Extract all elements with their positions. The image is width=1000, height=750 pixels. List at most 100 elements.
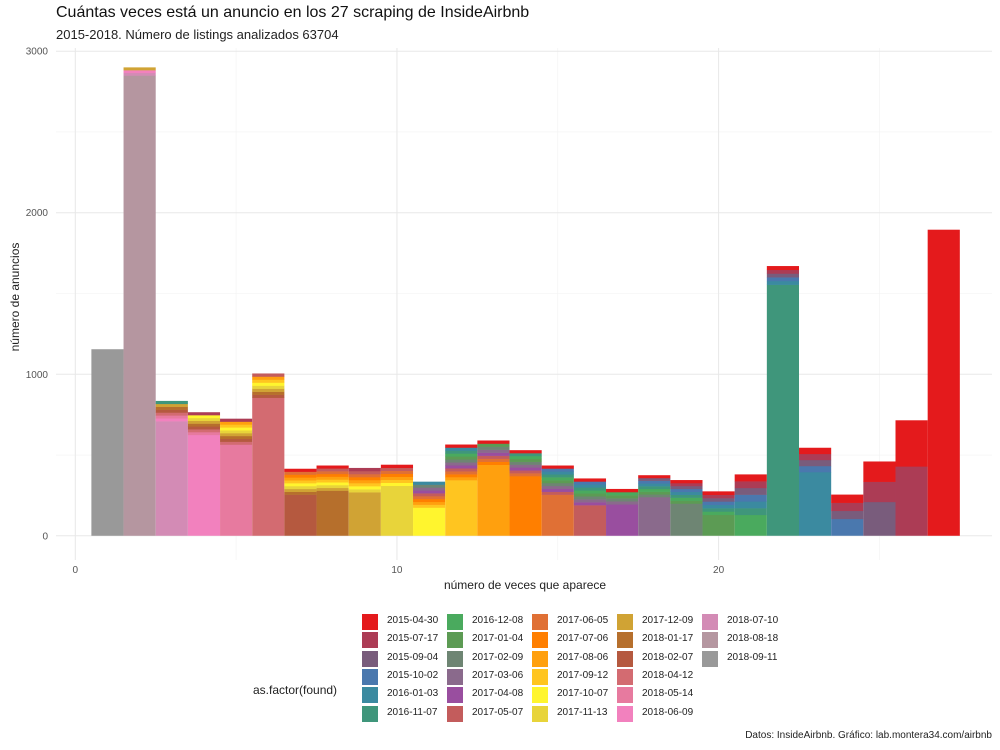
bar-segment: [348, 470, 381, 475]
bar-bin-23: [799, 447, 832, 536]
bar-segment: [831, 510, 864, 520]
bar-segment: [155, 415, 188, 419]
bar-segment-base: [252, 397, 285, 536]
bar-segment: [477, 455, 510, 459]
legend-swatch: [447, 668, 463, 685]
legend-swatch: [617, 650, 633, 667]
x-tick-label: 20: [713, 565, 725, 576]
bar-segment-base: [316, 490, 349, 536]
bar-segment: [477, 449, 510, 453]
legend-label: 2017-01-04: [472, 633, 524, 645]
bar-segment: [895, 420, 928, 467]
bar-bin-22: [766, 266, 800, 536]
legend-label: 2018-09-11: [727, 651, 778, 663]
legend-swatch: [447, 650, 463, 667]
bar-segment: [445, 456, 478, 460]
bar-segment: [734, 494, 767, 502]
legend-swatch: [362, 687, 378, 704]
bar-segment: [380, 482, 414, 487]
bar-segment: [799, 465, 832, 473]
bar-segment: [670, 482, 703, 487]
bar-segment: [606, 501, 639, 505]
bar-segment: [573, 484, 607, 488]
bar-bin-27: [927, 229, 960, 536]
bar-segment: [220, 438, 253, 442]
legend-swatch: [702, 632, 718, 649]
bar-segment: [509, 450, 542, 454]
bar-segment: [155, 400, 188, 405]
legend-label: 2018-07-10: [727, 615, 779, 626]
legend-swatch: [362, 614, 378, 630]
bar-segment: [509, 473, 542, 477]
tick-labels: 0 1000 2000 3000 0 10 20: [26, 47, 725, 576]
bar-segment: [638, 477, 671, 481]
legend-label: 2015-09-04: [387, 651, 439, 663]
bar-segment-base: [348, 492, 381, 536]
bar-segment: [734, 508, 767, 516]
bar-segment: [670, 480, 703, 484]
bar-segment: [284, 483, 317, 487]
bar-bin-12: [445, 444, 478, 536]
bar-segment-base: [670, 503, 703, 536]
bar-segment: [638, 494, 671, 498]
legend-swatch: [617, 614, 633, 630]
bar-segment: [284, 468, 317, 472]
bar-segment: [606, 488, 639, 493]
bar-segment: [155, 406, 188, 410]
bar-segment: [220, 418, 253, 422]
bar-segment: [220, 430, 253, 434]
bar-segment: [509, 464, 542, 468]
bar-segment-base: [155, 421, 188, 536]
y-tick-label: 1000: [26, 370, 49, 381]
bar-segment: [638, 480, 671, 484]
legend-swatch: [532, 632, 548, 649]
bar-segment: [252, 391, 285, 395]
legend-label: 2017-02-09: [472, 651, 524, 663]
bar-segment: [573, 502, 607, 506]
bar-segment: [220, 421, 253, 425]
bar-segment: [187, 420, 221, 424]
bar-segment: [155, 412, 188, 416]
legend-swatch: [532, 705, 548, 722]
bar-segment: [380, 467, 414, 472]
bar-segment: [734, 487, 767, 495]
bar-segment: [187, 415, 221, 419]
bar-segment: [284, 491, 317, 495]
bar-segment: [187, 417, 221, 421]
bar-bin-26: [895, 420, 928, 536]
bar-segment: [573, 496, 607, 500]
bar-segment: [316, 482, 349, 486]
bar-segment: [541, 468, 574, 472]
legend-label: 2017-09-12: [557, 669, 609, 681]
bar-segment: [316, 476, 349, 480]
legend-swatch: [702, 650, 718, 667]
bar-segment: [477, 443, 510, 447]
bar-bin-6: [252, 373, 285, 536]
legend-swatch: [362, 632, 378, 649]
bar-segment: [445, 450, 478, 454]
x-tick-label: 10: [391, 565, 403, 576]
bar-bin-8: [316, 465, 349, 536]
bar-segment: [573, 487, 607, 491]
bar-segment: [477, 452, 510, 456]
bar-bin-14: [509, 450, 542, 536]
legend-label: 2017-08-06: [557, 651, 609, 663]
bar-segment: [220, 435, 253, 440]
bar-segment: [766, 273, 800, 278]
legend-label: 2015-07-17: [387, 633, 439, 645]
bar-segment: [348, 477, 381, 481]
bar-segment: [445, 444, 478, 448]
bar-segment: [702, 511, 735, 516]
bar-segment: [445, 459, 478, 463]
bar-segment: [155, 403, 188, 407]
bar-segment: [702, 494, 735, 499]
bar-segment: [541, 477, 574, 481]
y-axis-label: número de anuncios: [8, 243, 22, 352]
bar-segment: [831, 502, 864, 512]
bar-segment: [123, 70, 156, 74]
bar-bin-25: [863, 461, 896, 536]
legend-label: 2017-03-06: [472, 669, 524, 681]
bar-segment: [413, 487, 446, 491]
bar-segment: [284, 480, 317, 484]
bar-segment: [509, 455, 542, 460]
